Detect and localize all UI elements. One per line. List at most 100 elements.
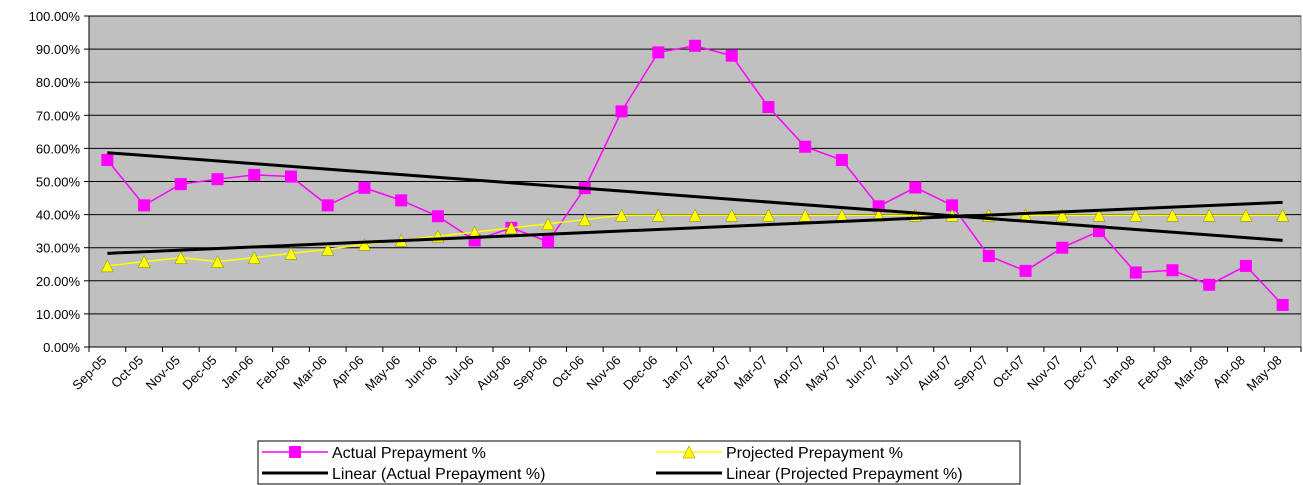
data-point <box>541 217 555 231</box>
y-axis: 0.00% 10.00% 20.00% 30.00% 40.00% 50.00% 60.00… <box>29 9 90 355</box>
data-point <box>1166 264 1179 277</box>
data-point <box>615 105 628 118</box>
x-tick-label: Aug-06 <box>473 353 513 393</box>
data-point <box>1239 208 1253 222</box>
x-tick-label: Nov-07 <box>1024 353 1064 393</box>
series-1 <box>100 208 1290 273</box>
data-point <box>651 208 665 222</box>
x-tick-label: Aug-07 <box>914 353 954 393</box>
x-tick-label: Apr-07 <box>769 353 807 391</box>
x-tick-label: Apr-06 <box>328 353 366 391</box>
data-point <box>688 208 702 222</box>
data-point <box>762 208 775 222</box>
y-tick-label: 30.00% <box>36 241 81 256</box>
data-point <box>1239 259 1252 272</box>
data-point <box>835 153 848 166</box>
data-point <box>101 153 114 166</box>
legend-item: Projected Prepayment % <box>656 445 903 462</box>
x-tick-label: Jul-07 <box>882 353 918 389</box>
data-point <box>284 246 298 260</box>
data-point <box>248 168 261 181</box>
data-point <box>762 101 775 114</box>
x-tick-label: Oct-07 <box>989 353 1027 391</box>
data-point <box>1092 208 1106 222</box>
data-point <box>1129 208 1143 222</box>
data-point <box>358 237 371 251</box>
x-tick-label: Jun-07 <box>842 353 881 392</box>
data-point <box>725 208 739 222</box>
series-3 <box>107 200 1283 255</box>
data-point <box>431 210 444 223</box>
data-point <box>100 259 114 273</box>
data-point <box>504 221 518 235</box>
x-tick-label: Feb-07 <box>694 353 734 393</box>
x-axis: Sep-05Oct-05Nov-05Dec-05Jan-06Feb-06Mar-… <box>69 346 1302 394</box>
data-point <box>652 46 665 59</box>
legend-item: Linear (Projected Prepayment %) <box>656 466 963 483</box>
data-point <box>578 213 592 226</box>
data-point <box>138 199 151 212</box>
y-tick-label: 90.00% <box>36 42 81 57</box>
x-tick-label: Jun-06 <box>401 353 440 392</box>
x-tick-label: May-07 <box>803 353 844 394</box>
x-tick-label: Jul-06 <box>441 353 477 389</box>
x-tick-label: May-06 <box>362 353 403 394</box>
x-tick-label: Jan-07 <box>658 353 697 392</box>
trendline <box>107 200 1283 255</box>
x-tick-label: Oct-06 <box>549 353 587 391</box>
data-point <box>1202 208 1216 222</box>
data-point <box>1019 264 1032 277</box>
data-point <box>798 208 812 222</box>
data-point <box>285 170 297 183</box>
legend-item: Linear (Actual Prepayment %) <box>262 466 545 483</box>
x-tick-label: Nov-06 <box>583 353 623 393</box>
data-point <box>982 249 995 262</box>
y-tick-label: 0.00% <box>43 340 80 355</box>
x-tick-label: Jan-06 <box>218 353 257 392</box>
y-tick-label: 80.00% <box>36 75 81 90</box>
x-tick-label: Mar-08 <box>1172 353 1212 393</box>
data-point <box>395 194 408 207</box>
x-tick-label: Dec-06 <box>620 353 660 393</box>
y-tick-label: 40.00% <box>36 208 81 223</box>
data-point <box>211 255 224 268</box>
legend-item: Actual Prepayment % <box>262 445 486 462</box>
x-tick-label: Sep-05 <box>69 353 109 393</box>
y-tick-label: 20.00% <box>36 274 81 289</box>
data-point <box>909 181 922 194</box>
data-point <box>1203 278 1216 291</box>
data-point <box>137 255 151 268</box>
legend-label: Linear (Projected Prepayment %) <box>726 466 963 483</box>
trendline <box>107 151 1283 242</box>
y-tick-label: 50.00% <box>36 175 81 190</box>
data-point <box>725 49 738 62</box>
y-tick-label: 70.00% <box>36 108 81 123</box>
y-tick-label: 100.00% <box>29 9 81 24</box>
data-point <box>799 140 812 153</box>
legend: Actual Prepayment % Projected Prepayment … <box>257 440 1021 485</box>
x-tick-label: Sep-06 <box>510 353 550 393</box>
data-point <box>689 39 701 52</box>
legend-label: Linear (Actual Prepayment %) <box>332 466 545 483</box>
x-tick-label: Jan-08 <box>1099 353 1138 392</box>
data-point <box>358 181 371 194</box>
legend-marker <box>682 445 696 459</box>
x-tick-label: May-08 <box>1243 353 1284 394</box>
x-tick-label: Mar-06 <box>290 353 330 393</box>
x-tick-label: Dec-07 <box>1061 353 1101 393</box>
legend-label: Projected Prepayment % <box>726 445 903 462</box>
data-point <box>174 251 188 264</box>
legend-label: Actual Prepayment % <box>332 445 486 462</box>
legend-marker <box>289 446 301 458</box>
x-tick-label: Nov-05 <box>143 353 183 393</box>
legend-box <box>257 440 1021 485</box>
x-tick-label: Feb-06 <box>253 353 293 393</box>
data-point <box>1276 298 1289 311</box>
series-2 <box>107 151 1283 242</box>
data-point <box>1276 208 1290 222</box>
y-tick-label: 10.00% <box>36 307 81 322</box>
x-tick-label: Oct-05 <box>108 353 146 391</box>
data-point <box>247 251 261 264</box>
data-point <box>321 242 335 256</box>
data-point <box>1129 266 1142 279</box>
